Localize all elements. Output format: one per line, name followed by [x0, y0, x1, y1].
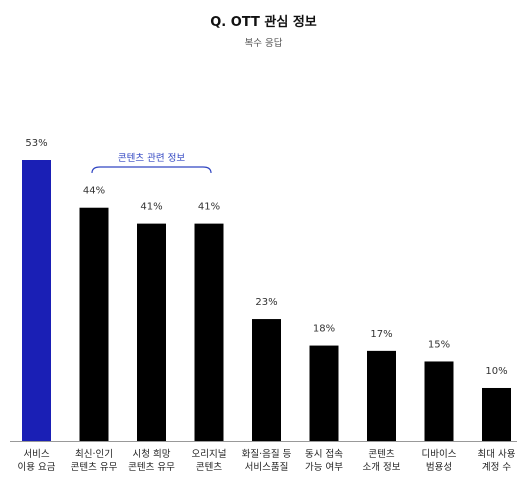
category-label-line: 최대 사용: [478, 449, 516, 460]
bar: [424, 361, 454, 441]
bar: [252, 319, 281, 441]
category-label-line: 화질·음질 등: [242, 448, 292, 460]
category-label: 화질·음질 등 서비스품질: [242, 448, 292, 473]
category-label-line: 범용성: [426, 462, 452, 473]
category-label-line: 서비스품질: [245, 461, 289, 473]
bar-value-label: 23%: [255, 297, 277, 308]
bar-value-label: 44%: [83, 186, 105, 197]
bar: [482, 387, 511, 441]
bracket-line: [91, 166, 212, 174]
category-label-line: 콘텐츠 유무: [128, 462, 175, 473]
bar-value-label: 15%: [428, 339, 450, 350]
bracket-label: 콘텐츠 관련 정보: [118, 153, 185, 164]
bar: [367, 350, 396, 441]
bar: [22, 160, 51, 441]
bar-value-label: 53%: [25, 138, 47, 149]
category-label-line: 시청 희망: [133, 449, 171, 460]
category-label-line: 소개 정보: [363, 462, 401, 473]
category-label-line: 오리지널: [192, 449, 227, 460]
chart-subtitle: 복수 응답: [245, 37, 283, 49]
category-label-line: 가능 여부: [305, 461, 343, 473]
chart-title: Q. OTT 관심 정보: [210, 14, 317, 30]
bar-value-label: 41%: [198, 202, 220, 213]
bar-value-label: 18%: [313, 324, 335, 335]
bars-group: [22, 160, 511, 441]
category-label-line: 서비스: [23, 449, 49, 460]
content-info-bracket: 콘텐츠 관련 정보: [91, 153, 212, 174]
bar: [79, 207, 109, 441]
value-labels-group: 53% 44% 41% 41% 23% 18% 17% 15% 10%: [25, 138, 507, 377]
category-label-line: 계정 수: [482, 461, 511, 473]
category-label-line: 동시 접속: [305, 448, 343, 460]
bar-value-label: 10%: [485, 366, 507, 377]
category-label: 동시 접속 가능 여부: [305, 448, 343, 473]
category-label-line: 콘텐츠: [196, 462, 222, 473]
category-label-line: 최신·인기: [75, 449, 113, 460]
bar: [194, 223, 224, 441]
category-label-line: 콘텐츠: [368, 449, 394, 460]
category-label-line: 이용 요금: [18, 462, 56, 473]
bar: [309, 345, 339, 441]
bar-value-label: 41%: [140, 202, 162, 213]
category-label-line: 디바이스: [422, 449, 457, 460]
bar-value-label: 17%: [370, 329, 392, 340]
category-label-line: 콘텐츠 유무: [71, 462, 118, 473]
category-label: 최대 사용 계정 수: [478, 449, 516, 473]
bar: [137, 223, 166, 441]
